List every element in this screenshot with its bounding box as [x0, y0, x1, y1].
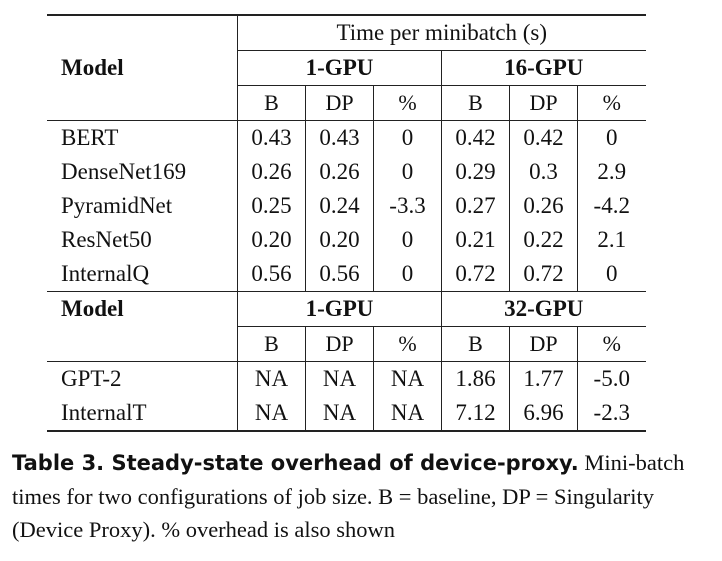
table-cell: 0: [373, 120, 442, 155]
table-row: BERT 0.43 0.43 0 0.42 0.42 0: [47, 120, 646, 155]
caption-text: Mini-batch times for two configurations …: [12, 450, 685, 542]
group-header: 16-GPU: [441, 50, 646, 86]
model-name: ResNet50: [47, 223, 238, 257]
subcol-header: %: [373, 326, 442, 362]
table-cell: NA: [237, 396, 306, 432]
subcol-header: DP: [509, 85, 578, 121]
table-super-header-row: Time per minibatch (s): [47, 14, 646, 51]
subcol-header: %: [602, 331, 621, 356]
table-cell: 0.43: [237, 120, 306, 155]
model-name: BERT: [47, 120, 238, 155]
table-cell: 1.77: [509, 361, 578, 396]
table-cell: 0.26: [509, 189, 578, 223]
subcol-header: DP: [305, 326, 374, 362]
table-cell: 0.25: [237, 189, 306, 223]
table-cell: 0: [577, 120, 646, 155]
table-cell: NA: [305, 396, 374, 432]
caption-title: Table 3. Steady-state overhead of device…: [12, 451, 579, 475]
table-cell: 1.86: [441, 361, 510, 396]
model-name: DenseNet169: [47, 155, 238, 189]
table-cell: -2.3: [577, 396, 646, 432]
table-cell: NA: [373, 396, 442, 432]
table-row: InternalT NA NA NA 7.12 6.96 -2.3: [47, 396, 646, 432]
table-row: InternalQ 0.56 0.56 0 0.72 0.72 0: [47, 257, 646, 292]
table-row: PyramidNet 0.25 0.24 -3.3 0.27 0.26 -4.2: [47, 189, 646, 223]
table-cell: 6.96: [509, 396, 578, 432]
table-cell: 2.9: [597, 159, 627, 184]
table-cell: 0.72: [509, 257, 578, 292]
subcol-header: B: [237, 85, 306, 121]
subcol-header: B: [441, 326, 510, 362]
model-header: Model: [47, 291, 238, 327]
model-name: PyramidNet: [47, 189, 238, 223]
table-cell: -4.2: [593, 193, 630, 218]
table-cell: -3.3: [373, 189, 442, 223]
table-cell: 0.20: [237, 223, 306, 257]
table-cell: 0.26: [237, 155, 306, 189]
table-caption: Table 3. Steady-state overhead of device…: [12, 446, 712, 546]
table-cell: 2.1: [597, 227, 627, 252]
table-cell: 0: [373, 257, 442, 292]
table-cell: 0.43: [305, 120, 374, 155]
table-cell: 0: [373, 223, 442, 257]
table-cell: 0.29: [441, 155, 510, 189]
subcol-header: DP: [305, 85, 374, 121]
table-cell: 0.22: [509, 223, 578, 257]
table-cell: 0.42: [441, 120, 510, 155]
overhead-table: Time per minibatch (s) Model 1-GPU 16-GP…: [47, 14, 646, 432]
model-name: InternalT: [47, 396, 238, 432]
subcol-header: DP: [509, 326, 578, 362]
group-header: 1-GPU: [237, 50, 442, 86]
table-cell: 7.12: [441, 396, 510, 432]
table-group-header-row: Model 1-GPU 32-GPU: [47, 291, 646, 327]
table-cell: 0.27: [441, 189, 510, 223]
table-subheader-row: B DP % B DP %: [47, 326, 646, 362]
table-row: DenseNet169 0.26 0.26 0 0.29 0.3 2.9: [47, 155, 646, 189]
table-cell: 0.72: [441, 257, 510, 292]
model-name: GPT-2: [47, 361, 238, 396]
super-header: Time per minibatch (s): [237, 14, 646, 51]
table-group-header-row: Model 1-GPU 16-GPU: [47, 50, 646, 86]
table-cell: -5.0: [577, 361, 646, 396]
table-cell: NA: [305, 361, 374, 396]
table-cell: NA: [237, 361, 306, 396]
model-name: InternalQ: [47, 257, 238, 292]
table-cell: 0: [373, 155, 442, 189]
table-cell: 0.56: [305, 257, 374, 292]
table-cell: 0.21: [441, 223, 510, 257]
table-cell: 0.24: [305, 189, 374, 223]
model-header: Model: [47, 50, 238, 86]
group-header: 1-GPU: [237, 291, 442, 327]
table-cell: 0.26: [305, 155, 374, 189]
subcol-header: B: [441, 85, 510, 121]
table-cell: 0.42: [509, 120, 578, 155]
table-row: ResNet50 0.20 0.20 0 0.21 0.22 2.1: [47, 223, 646, 257]
table-cell: 0.3: [509, 155, 578, 189]
group-header: 32-GPU: [441, 291, 646, 327]
subcol-header: B: [237, 326, 306, 362]
subcol-header: %: [373, 85, 442, 121]
table-row: GPT-2 NA NA NA 1.86 1.77 -5.0: [47, 361, 646, 396]
table-cell: 0: [606, 261, 618, 286]
table-cell: 0.20: [305, 223, 374, 257]
subcol-header: %: [602, 90, 621, 115]
table-cell: 0.56: [237, 257, 306, 292]
table-cell: NA: [373, 361, 442, 396]
table-subheader-row: B DP % B DP %: [47, 85, 646, 121]
